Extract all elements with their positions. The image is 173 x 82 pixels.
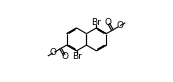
Text: O: O xyxy=(104,18,112,27)
Text: Br: Br xyxy=(72,51,81,61)
Text: Br: Br xyxy=(92,18,101,27)
Text: O: O xyxy=(61,52,69,61)
Text: O: O xyxy=(50,48,57,57)
Text: O: O xyxy=(116,21,123,30)
